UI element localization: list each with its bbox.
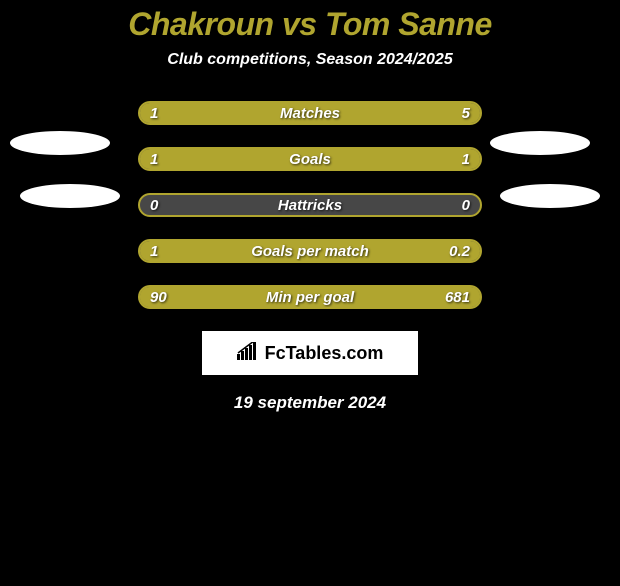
bar-label: Goals per match xyxy=(140,241,480,261)
bar-row: 90681Min per goal xyxy=(138,285,482,309)
bar-row: 15Matches xyxy=(138,101,482,125)
date-text: 19 september 2024 xyxy=(0,393,620,413)
logo-chart-icon xyxy=(237,342,259,365)
bar-label: Min per goal xyxy=(140,287,480,307)
bar-label: Hattricks xyxy=(140,195,480,215)
bar-label: Matches xyxy=(140,103,480,123)
page-title: Chakroun vs Tom Sanne xyxy=(0,6,620,43)
bar-row: 10.2Goals per match xyxy=(138,239,482,263)
bar-row: 11Goals xyxy=(138,147,482,171)
bar-row: 00Hattricks xyxy=(138,193,482,217)
logo-text: FcTables.com xyxy=(265,343,384,364)
comparison-bars: 15Matches 11Goals 00Hattricks 10.2Goals per… xyxy=(0,101,620,309)
logo-box: FcTables.com xyxy=(202,331,418,375)
subtitle: Club competitions, Season 2024/2025 xyxy=(0,51,620,69)
bar-label: Goals xyxy=(140,149,480,169)
